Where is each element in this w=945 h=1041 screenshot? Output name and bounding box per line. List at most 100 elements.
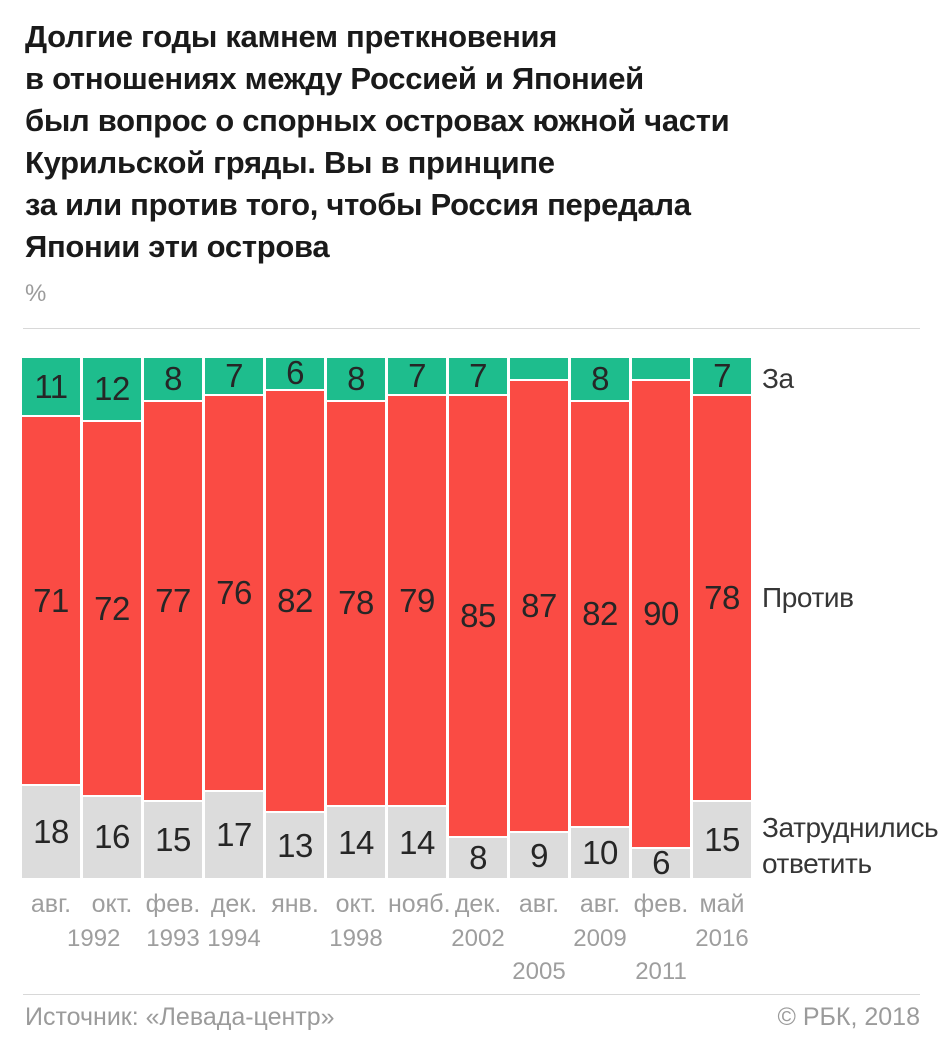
x-tick-month: авг. — [518, 890, 560, 918]
segment-value-label: 7 — [225, 357, 243, 395]
bar-column: 8 77 15 — [144, 358, 202, 878]
x-tick-year: 1993 — [146, 925, 200, 952]
segment-zatrudnilis: 18 — [22, 784, 80, 878]
segment-value-label: 76 — [216, 573, 252, 611]
x-tick-year: 1992 — [66, 925, 121, 952]
legend-label-zatrudnilis: Затруднились ответить — [762, 812, 939, 879]
segment-value-label: 12 — [94, 370, 130, 408]
segment-value-label: 7 — [408, 357, 426, 395]
x-tick-year: 2005 — [512, 958, 566, 985]
segment-value-label: 82 — [582, 594, 618, 632]
x-tick-month: фев. — [633, 890, 689, 918]
segment-value-label: 8 — [347, 359, 365, 397]
segment-value-label: 15 — [155, 820, 191, 858]
segment-za: 6 — [266, 354, 324, 391]
segment-protiv: 79 — [388, 394, 446, 806]
year-layer: 1992 1993 1994 1998 2002 2005 2009 2011 2016 — [22, 925, 751, 995]
bar-column: 7 76 17 — [205, 357, 263, 878]
x-tick-year: 2002 — [451, 925, 505, 952]
segment-value-label: 87 — [521, 586, 557, 624]
segment-zatrudnilis: 6 — [632, 844, 690, 881]
segment-zatrudnilis: 17 — [205, 789, 263, 878]
segment-za: 7 — [388, 357, 446, 395]
segment-value-label: 14 — [338, 823, 374, 861]
bar-column: 8 82 10 — [571, 358, 629, 878]
segment-value-label: 15 — [704, 820, 740, 858]
segment-value-label: 7 — [713, 357, 731, 395]
footer-divider — [23, 994, 920, 995]
segment-value-label: 85 — [460, 597, 496, 635]
segment-za: 11 — [22, 358, 80, 416]
segment-zatrudnilis: 14 — [388, 805, 446, 878]
segment-zatrudnilis: 15 — [693, 799, 751, 878]
segment-value-label: 17 — [216, 815, 252, 853]
segment-za: 12 — [83, 358, 141, 421]
unit-label: % — [25, 280, 47, 307]
segment-zatrudnilis: 14 — [327, 805, 385, 878]
segment-za: 8 — [327, 358, 385, 400]
segment-protiv: 78 — [693, 394, 751, 800]
segment-protiv: 82 — [571, 399, 629, 826]
segment-protiv: 82 — [266, 388, 324, 812]
segment-zatrudnilis: 10 — [571, 825, 629, 878]
bar-column: 6 82 13 — [266, 354, 324, 878]
segment-za: 7 — [693, 357, 751, 395]
bars: 11 71 18 12 72 16 8 77 15 7 76 17 6 82 13 8 78 14 7 79 14 7 85… — [22, 354, 751, 881]
segment-value-label: 14 — [399, 823, 435, 861]
bar-column: 8 78 14 — [327, 358, 385, 878]
segment-value-label: 10 — [582, 833, 618, 871]
segment-value-label: 8 — [591, 359, 609, 397]
bar-column: 90 6 — [632, 358, 690, 881]
segment-value-label: 8 — [164, 359, 182, 397]
x-tick-year: 1994 — [207, 925, 261, 952]
bar-column: 12 72 16 — [83, 358, 141, 878]
segment-value-label: 16 — [94, 818, 130, 856]
x-tick-month: янв. — [271, 890, 319, 918]
segment-value-label: 11 — [34, 367, 68, 405]
x-tick-month: дек. — [210, 890, 258, 918]
segment-value-label: 6 — [286, 354, 304, 392]
segment-za: 8 — [144, 358, 202, 400]
source-credit: Источник: «Левада-центр» — [25, 1003, 335, 1031]
segment-value-label: 78 — [704, 579, 740, 617]
segment-za: 8 — [571, 358, 629, 400]
x-tick-month: дек. — [454, 890, 502, 918]
legend-label-protiv: Против — [762, 582, 854, 613]
stacked-bar-chart: 11 71 18 12 72 16 8 77 15 7 76 17 6 82 13 8 78 14 7 79 14 7 85… — [22, 354, 945, 988]
segment-value-label: 13 — [277, 826, 313, 864]
segment-protiv: 90 — [632, 378, 690, 847]
x-tick-year: 2009 — [573, 925, 627, 952]
segment-protiv: 78 — [327, 399, 385, 806]
x-tick-year: 2016 — [695, 925, 749, 952]
segment-zatrudnilis: 8 — [449, 836, 507, 878]
segment-za: 7 — [449, 357, 507, 395]
x-tick-month: окт. — [91, 890, 133, 918]
segment-protiv: 85 — [449, 394, 507, 837]
segment-za: 7 — [205, 357, 263, 395]
bar-column: 11 71 18 — [22, 358, 80, 878]
top-divider — [23, 328, 920, 329]
bar-column: 87 9 — [510, 358, 568, 878]
segment-value-label: 6 — [652, 844, 670, 882]
x-tick-month: авг. — [579, 890, 621, 918]
segment-zatrudnilis: 16 — [83, 794, 141, 878]
segment-za — [510, 358, 568, 379]
segment-protiv: 77 — [144, 399, 202, 800]
segment-value-label: 7 — [469, 357, 487, 395]
segment-protiv: 72 — [83, 420, 141, 795]
segment-protiv: 76 — [205, 394, 263, 790]
segment-zatrudnilis: 15 — [144, 799, 202, 878]
segment-value-label: 90 — [643, 594, 679, 632]
segment-zatrudnilis: 13 — [266, 811, 324, 878]
bar-column: 7 79 14 — [388, 357, 446, 878]
segment-protiv: 71 — [22, 415, 80, 785]
segment-value-label: 71 — [33, 581, 69, 619]
copyright-credit: © РБК, 2018 — [777, 1003, 920, 1031]
segment-value-label: 82 — [277, 581, 313, 619]
x-tick-year: 1998 — [329, 925, 383, 952]
x-tick-month: нояб. — [388, 890, 451, 918]
segment-value-label: 9 — [530, 836, 548, 874]
segment-zatrudnilis: 9 — [510, 831, 568, 878]
x-tick-month: авг. — [30, 890, 72, 918]
